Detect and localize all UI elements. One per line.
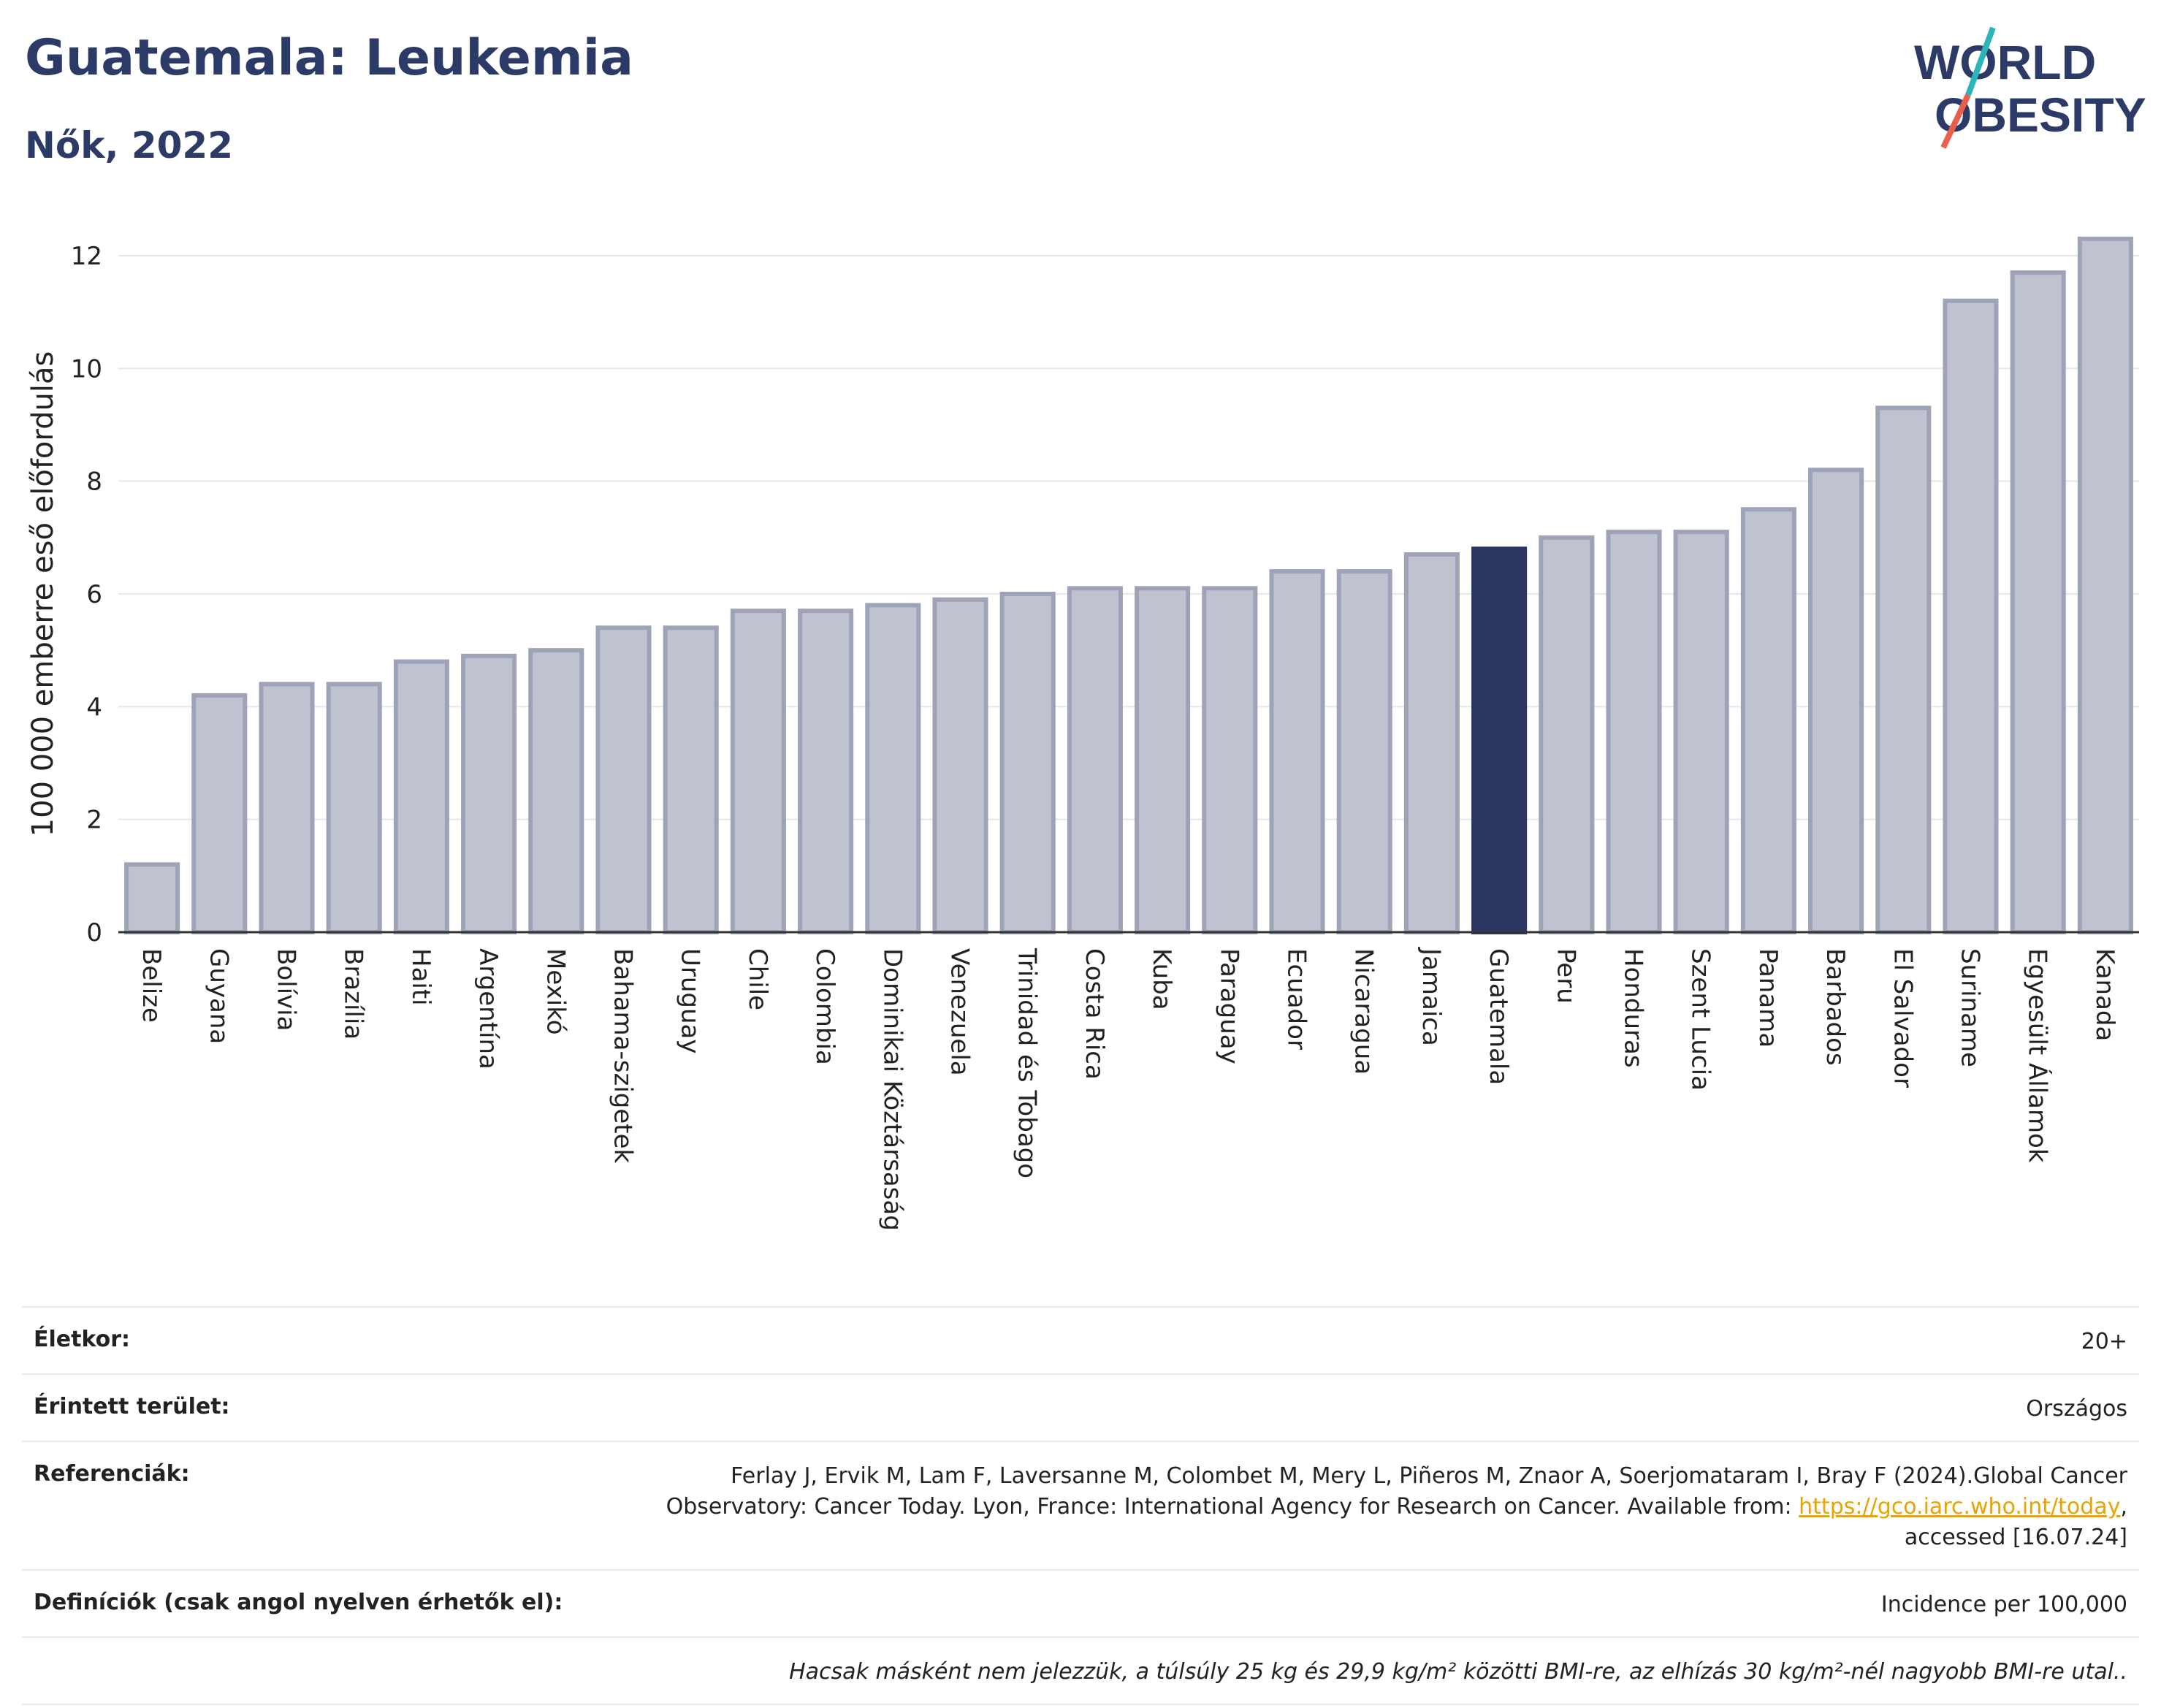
bar-panama bbox=[1740, 507, 1796, 934]
x-tick-label: Honduras bbox=[1619, 948, 1648, 1068]
logo-slash-red bbox=[1940, 94, 1971, 149]
bar-peru bbox=[1539, 535, 1595, 934]
x-tick-label: Peru bbox=[1551, 948, 1580, 1004]
bar-argentína bbox=[461, 653, 517, 935]
info-row-references: Referenciák: Ferlay J, Ervik M, Lam F, L… bbox=[22, 1441, 2139, 1569]
x-tick-label: Jamaica bbox=[1417, 947, 1446, 1046]
page-title: Guatemala: Leukemia bbox=[25, 29, 633, 87]
x-tick-label: Bolívia bbox=[272, 948, 301, 1031]
bar-jamaica bbox=[1403, 552, 1460, 934]
page-subtitle: Nők, 2022 bbox=[25, 124, 234, 167]
y-axis-label: 100 000 emberre eső előfordulás bbox=[26, 351, 60, 837]
x-tick-label: Chile bbox=[743, 948, 772, 1010]
bar-egyesült-államok bbox=[2010, 270, 2066, 934]
bar-guatemala bbox=[1471, 546, 1528, 934]
bar-haiti bbox=[393, 659, 449, 934]
x-tick-label: Suriname bbox=[1956, 948, 1985, 1067]
age-value: 20+ bbox=[2081, 1329, 2127, 1354]
info-row-note: Hacsak másként nem jelezzük, a túlsúly 2… bbox=[22, 1636, 2139, 1705]
x-tick-label: Mexikó bbox=[541, 948, 570, 1035]
bar-bahama-szigetek bbox=[595, 625, 652, 934]
logo-line-1: WORLD bbox=[1914, 35, 2096, 89]
bar-suriname bbox=[1943, 298, 1999, 934]
y-tick-label: 4 bbox=[86, 693, 102, 722]
x-tick-label: Kanada bbox=[2090, 948, 2119, 1041]
bar-kanada bbox=[2077, 236, 2133, 935]
x-tick-label: El Salvador bbox=[1888, 948, 1917, 1088]
y-tick-label: 10 bbox=[71, 354, 102, 384]
bar-nicaragua bbox=[1336, 569, 1392, 935]
x-tick-label: Ecuador bbox=[1282, 948, 1311, 1050]
bar-barbados bbox=[1808, 468, 1864, 934]
reference-text-2: Observatory: Cancer Today. Lyon, France:… bbox=[666, 1494, 1799, 1520]
x-tick-label: Szent Lucia bbox=[1686, 948, 1715, 1091]
x-tick-label: Uruguay bbox=[676, 948, 705, 1054]
definitions-value: Incidence per 100,000 bbox=[1880, 1592, 2127, 1617]
x-tick-label: Kuba bbox=[1147, 948, 1176, 1010]
x-tick-label: Paraguay bbox=[1214, 948, 1243, 1064]
bar-chart: 0 2 4 6 8 10 12 100 000 emberre eső előfordulás… bbox=[26, 236, 2139, 1231]
reference-text-4: accessed [16.07.24] bbox=[1904, 1525, 2127, 1550]
x-tick-label: Costa Rica bbox=[1080, 948, 1109, 1080]
reference-text-3: , bbox=[2120, 1494, 2127, 1520]
info-row-age: Életkor: 20+ bbox=[22, 1306, 2139, 1373]
age-label: Életkor: bbox=[34, 1327, 131, 1352]
x-tick-label: Belize bbox=[137, 948, 166, 1023]
y-tick-label: 8 bbox=[86, 468, 102, 497]
bar-ecuador bbox=[1269, 569, 1325, 935]
bar-dominikai-köztársaság bbox=[865, 603, 921, 935]
y-tick-label: 6 bbox=[86, 580, 102, 609]
bar-el-salvador bbox=[1875, 405, 1932, 934]
x-tick-label: Barbados bbox=[1821, 948, 1850, 1066]
area-value: Országos bbox=[2026, 1396, 2127, 1422]
info-table: Életkor: 20+ Érintett terület: Országos … bbox=[22, 1306, 2139, 1705]
bar-guyana bbox=[191, 693, 248, 935]
x-tick-label: Colombia bbox=[810, 948, 839, 1065]
x-tick-label: Dominikai Köztársaság bbox=[877, 948, 907, 1231]
x-tick-label: Nicaragua bbox=[1349, 948, 1379, 1075]
bar-uruguay bbox=[663, 625, 719, 934]
bar-chile bbox=[730, 609, 786, 935]
x-tick-label: Bahama-szigetek bbox=[609, 948, 638, 1164]
logo-slash-teal bbox=[1965, 26, 1996, 96]
x-tick-label: Venezuela bbox=[945, 948, 975, 1076]
definitions-label: Definíciók (csak angol nyelven érhetők e… bbox=[34, 1590, 563, 1615]
x-tick-label: Guyana bbox=[204, 948, 233, 1044]
bar-paraguay bbox=[1202, 586, 1258, 934]
x-tick-label: Brazília bbox=[339, 948, 368, 1040]
info-row-definitions: Definíciók (csak angol nyelven érhetők e… bbox=[22, 1569, 2139, 1636]
y-tick-label: 12 bbox=[71, 242, 102, 271]
bar-brazília bbox=[326, 682, 382, 934]
x-tick-label: Haiti bbox=[406, 948, 435, 1006]
bar-kuba bbox=[1135, 586, 1191, 934]
y-tick-label: 2 bbox=[86, 806, 102, 835]
bar-mexikó bbox=[528, 648, 584, 935]
x-tick-label: Panama bbox=[1753, 948, 1783, 1048]
references-value: Ferlay J, Ervik M, Lam F, Laversanne M, … bbox=[666, 1461, 2127, 1553]
reference-link[interactable]: https://gco.iarc.who.int/today bbox=[1799, 1494, 2121, 1520]
bar-bolívia bbox=[259, 682, 315, 934]
x-tick-label: Egyesült Államok bbox=[2023, 948, 2053, 1163]
bar-honduras bbox=[1606, 530, 1662, 934]
bar-szent-lucia bbox=[1673, 530, 1729, 934]
x-tick-label: Guatemala bbox=[1484, 948, 1513, 1085]
bar-costa-rica bbox=[1067, 586, 1123, 934]
reference-text-1: Ferlay J, Ervik M, Lam F, Laversanne M, … bbox=[731, 1463, 2127, 1489]
x-tick-label: Trinidad és Tobago bbox=[1013, 948, 1042, 1178]
footnote: Hacsak másként nem jelezzük, a túlsúly 2… bbox=[789, 1659, 2127, 1685]
bar-trinidad-és-tobago bbox=[999, 592, 1056, 934]
bar-colombia bbox=[798, 609, 854, 935]
bar-venezuela bbox=[932, 597, 988, 934]
area-label: Érintett terület: bbox=[34, 1394, 230, 1419]
references-label: Referenciák: bbox=[34, 1461, 190, 1487]
info-row-area: Érintett terület: Országos bbox=[22, 1373, 2139, 1441]
x-tick-label: Argentína bbox=[473, 948, 503, 1070]
bar-belize bbox=[124, 862, 180, 935]
world-obesity-logo: WORLD OBESITY bbox=[1914, 26, 2146, 149]
y-tick-label: 0 bbox=[86, 918, 102, 948]
